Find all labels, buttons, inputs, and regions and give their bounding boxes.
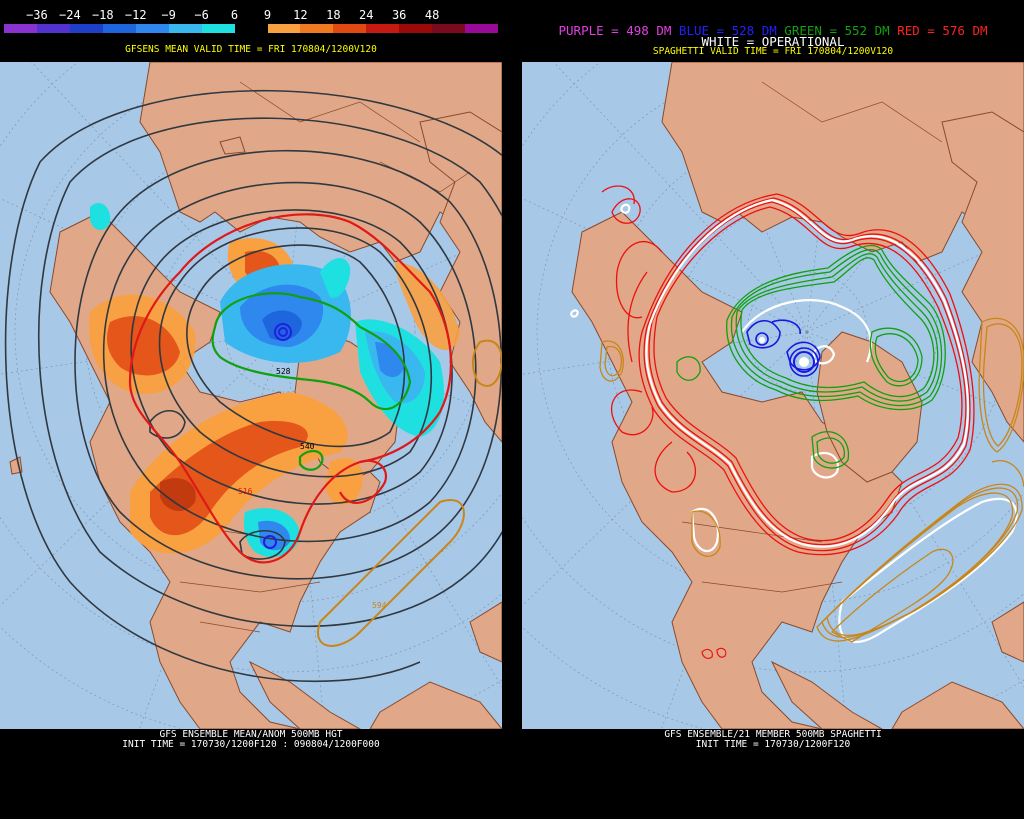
spaghetti-legend: PURPLE = 498 DM BLUE = 528 DM GREEN = 55… bbox=[522, 23, 1024, 38]
ensemble-mean-panel: −36 −24 −18 −12 −9 −6 6 9 12 18 24 36 48 GFSENS MEAN… bbox=[0, 0, 502, 819]
color-bar-swatch bbox=[234, 24, 268, 33]
legend-entry: PURPLE = 498 DM bbox=[558, 23, 672, 38]
color-bar-swatch bbox=[432, 24, 466, 33]
spaghetti-552-green bbox=[676, 244, 946, 469]
contour-576 bbox=[128, 213, 452, 564]
caption-line-2: INIT TIME = 170730/1200F120 : 090804/120… bbox=[122, 739, 380, 750]
spaghetti-panel: PURPLE = 498 DM BLUE = 528 DM GREEN = 55… bbox=[522, 0, 1024, 819]
scale-label: 9 bbox=[263, 8, 272, 22]
caption-line-1: GFS ENSEMBLE MEAN/ANOM 500MB HGT bbox=[159, 729, 343, 740]
scale-label: −12 bbox=[124, 8, 147, 22]
legend-entry: BLUE = 528 DM bbox=[678, 23, 777, 38]
color-bar-swatch bbox=[135, 24, 169, 33]
color-bar-swatch bbox=[102, 24, 136, 33]
scale-label: 18 bbox=[326, 8, 341, 22]
spaghetti-594-orange bbox=[599, 317, 1024, 643]
spaghetti-576-red bbox=[601, 185, 975, 556]
contour-label-540: 540 bbox=[300, 442, 315, 451]
legend-entry: GREEN = 552 DM bbox=[784, 23, 890, 38]
color-bar-swatch bbox=[399, 24, 433, 33]
scale-label: 36 bbox=[391, 8, 407, 22]
spaghetti-528-blue bbox=[746, 319, 821, 377]
scale-label: −24 bbox=[59, 8, 81, 22]
scale-label: −36 bbox=[26, 8, 48, 22]
valid-time-label: GFSENS MEAN VALID TIME = FRI 170804/1200… bbox=[125, 44, 377, 55]
caption-line-1: GFS ENSEMBLE/21 MEMBER 500MB SPAGHETTI bbox=[664, 729, 882, 740]
operational-label: WHITE = OPERATIONAL bbox=[701, 34, 845, 49]
contour-594 bbox=[317, 339, 502, 647]
contour-label-528: 528 bbox=[276, 367, 291, 376]
ensemble-mean-map: 528 516 594 540 bbox=[0, 62, 502, 729]
color-bar-swatch bbox=[36, 24, 70, 33]
spaghetti-map bbox=[522, 62, 1024, 729]
scale-label: 12 bbox=[293, 8, 308, 22]
contour-552 bbox=[211, 292, 412, 471]
scale-label: −18 bbox=[91, 8, 114, 22]
height-contours bbox=[4, 89, 502, 683]
caption-line-2: INIT TIME = 170730/1200F120 bbox=[695, 739, 851, 750]
anomaly-scale-labels: −36 −24 −18 −12 −9 −6 6 9 12 18 24 36 48 bbox=[0, 8, 502, 22]
contour-label-516: 516 bbox=[238, 487, 253, 496]
political-borders bbox=[681, 81, 943, 593]
color-bar-swatch bbox=[300, 24, 334, 33]
scale-label: 24 bbox=[359, 8, 374, 22]
scale-label: 6 bbox=[230, 8, 239, 22]
contour-label-594: 594 bbox=[372, 601, 387, 610]
spaghetti-valid-time: SPAGHETTI VALID TIME = FRI 170804/1200V1… bbox=[652, 46, 894, 57]
legend-entry: RED = 576 DM bbox=[897, 23, 988, 38]
color-bar-swatch bbox=[4, 24, 37, 33]
contour-528 bbox=[263, 323, 292, 549]
contour-labels: 528 516 594 540 bbox=[238, 367, 387, 610]
color-bar-swatch bbox=[201, 24, 235, 33]
scale-label: −9 bbox=[161, 8, 176, 22]
scale-label: −6 bbox=[194, 8, 209, 22]
color-bar-swatch bbox=[168, 24, 202, 33]
color-bar-swatch bbox=[366, 24, 400, 33]
color-bar-swatch bbox=[333, 24, 367, 33]
spaghetti-576-small-loops bbox=[701, 647, 727, 659]
color-bar-swatch bbox=[267, 24, 301, 33]
color-bar-swatch bbox=[69, 24, 103, 33]
negative-anomaly-shading bbox=[90, 202, 444, 557]
operational-528-markers bbox=[759, 337, 809, 367]
scale-label: 48 bbox=[424, 8, 440, 22]
anomaly-color-bar bbox=[4, 24, 499, 33]
color-bar-swatch bbox=[465, 24, 499, 33]
